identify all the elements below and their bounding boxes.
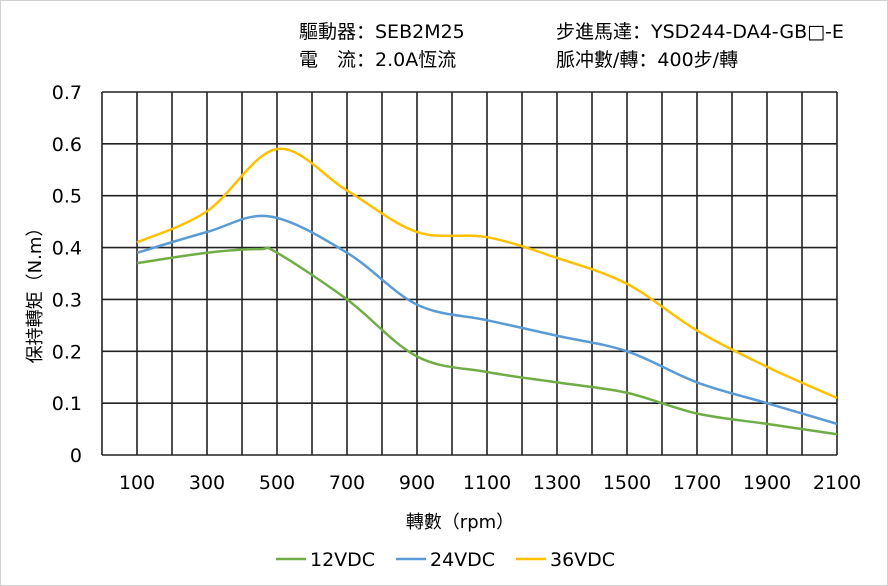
x-tick-label: 300 (189, 472, 225, 494)
y-tick-label: 0.3 (52, 289, 82, 311)
x-tick-label: 900 (399, 472, 435, 494)
legend-label: 12VDC (310, 549, 375, 571)
x-tick-label: 1500 (603, 472, 651, 494)
y-tick-label: 0.4 (52, 238, 82, 260)
x-tick-label: 500 (259, 472, 295, 494)
y-tick-label: 0.1 (52, 393, 82, 415)
y-tick-label: 0 (70, 445, 82, 467)
x-tick-label: 700 (329, 472, 365, 494)
motor-label: 步進馬達：YSD244-DA4-GB□-E (556, 21, 844, 43)
x-tick-label: 1300 (533, 472, 581, 494)
y-axis-label: 保持轉矩（N.m） (25, 219, 46, 364)
legend-label: 36VDC (550, 549, 615, 571)
y-tick-label: 0.7 (52, 82, 82, 104)
x-tick-label: 1900 (743, 472, 791, 494)
current-label: 電 流：2.0A恆流 (299, 49, 457, 71)
x-tick-label: 2100 (813, 472, 861, 494)
x-tick-label: 100 (119, 472, 155, 494)
x-tick-label: 1100 (463, 472, 511, 494)
pulses-label: 脈冲數/轉：400步/轉 (556, 49, 739, 71)
x-tick-label: 1700 (673, 472, 721, 494)
series-line-36vdc (136, 147, 838, 400)
legend-label: 24VDC (430, 549, 495, 571)
y-tick-label: 0.6 (52, 134, 82, 156)
x-axis-label: 轉數（rpm） (406, 512, 514, 533)
series-line-12vdc (136, 246, 838, 436)
driver-label: 驅動器：SEB2M25 (299, 21, 465, 43)
series-line-24vdc (136, 214, 838, 426)
y-tick-label: 0.2 (52, 341, 82, 363)
y-tick-label: 0.5 (52, 186, 82, 208)
